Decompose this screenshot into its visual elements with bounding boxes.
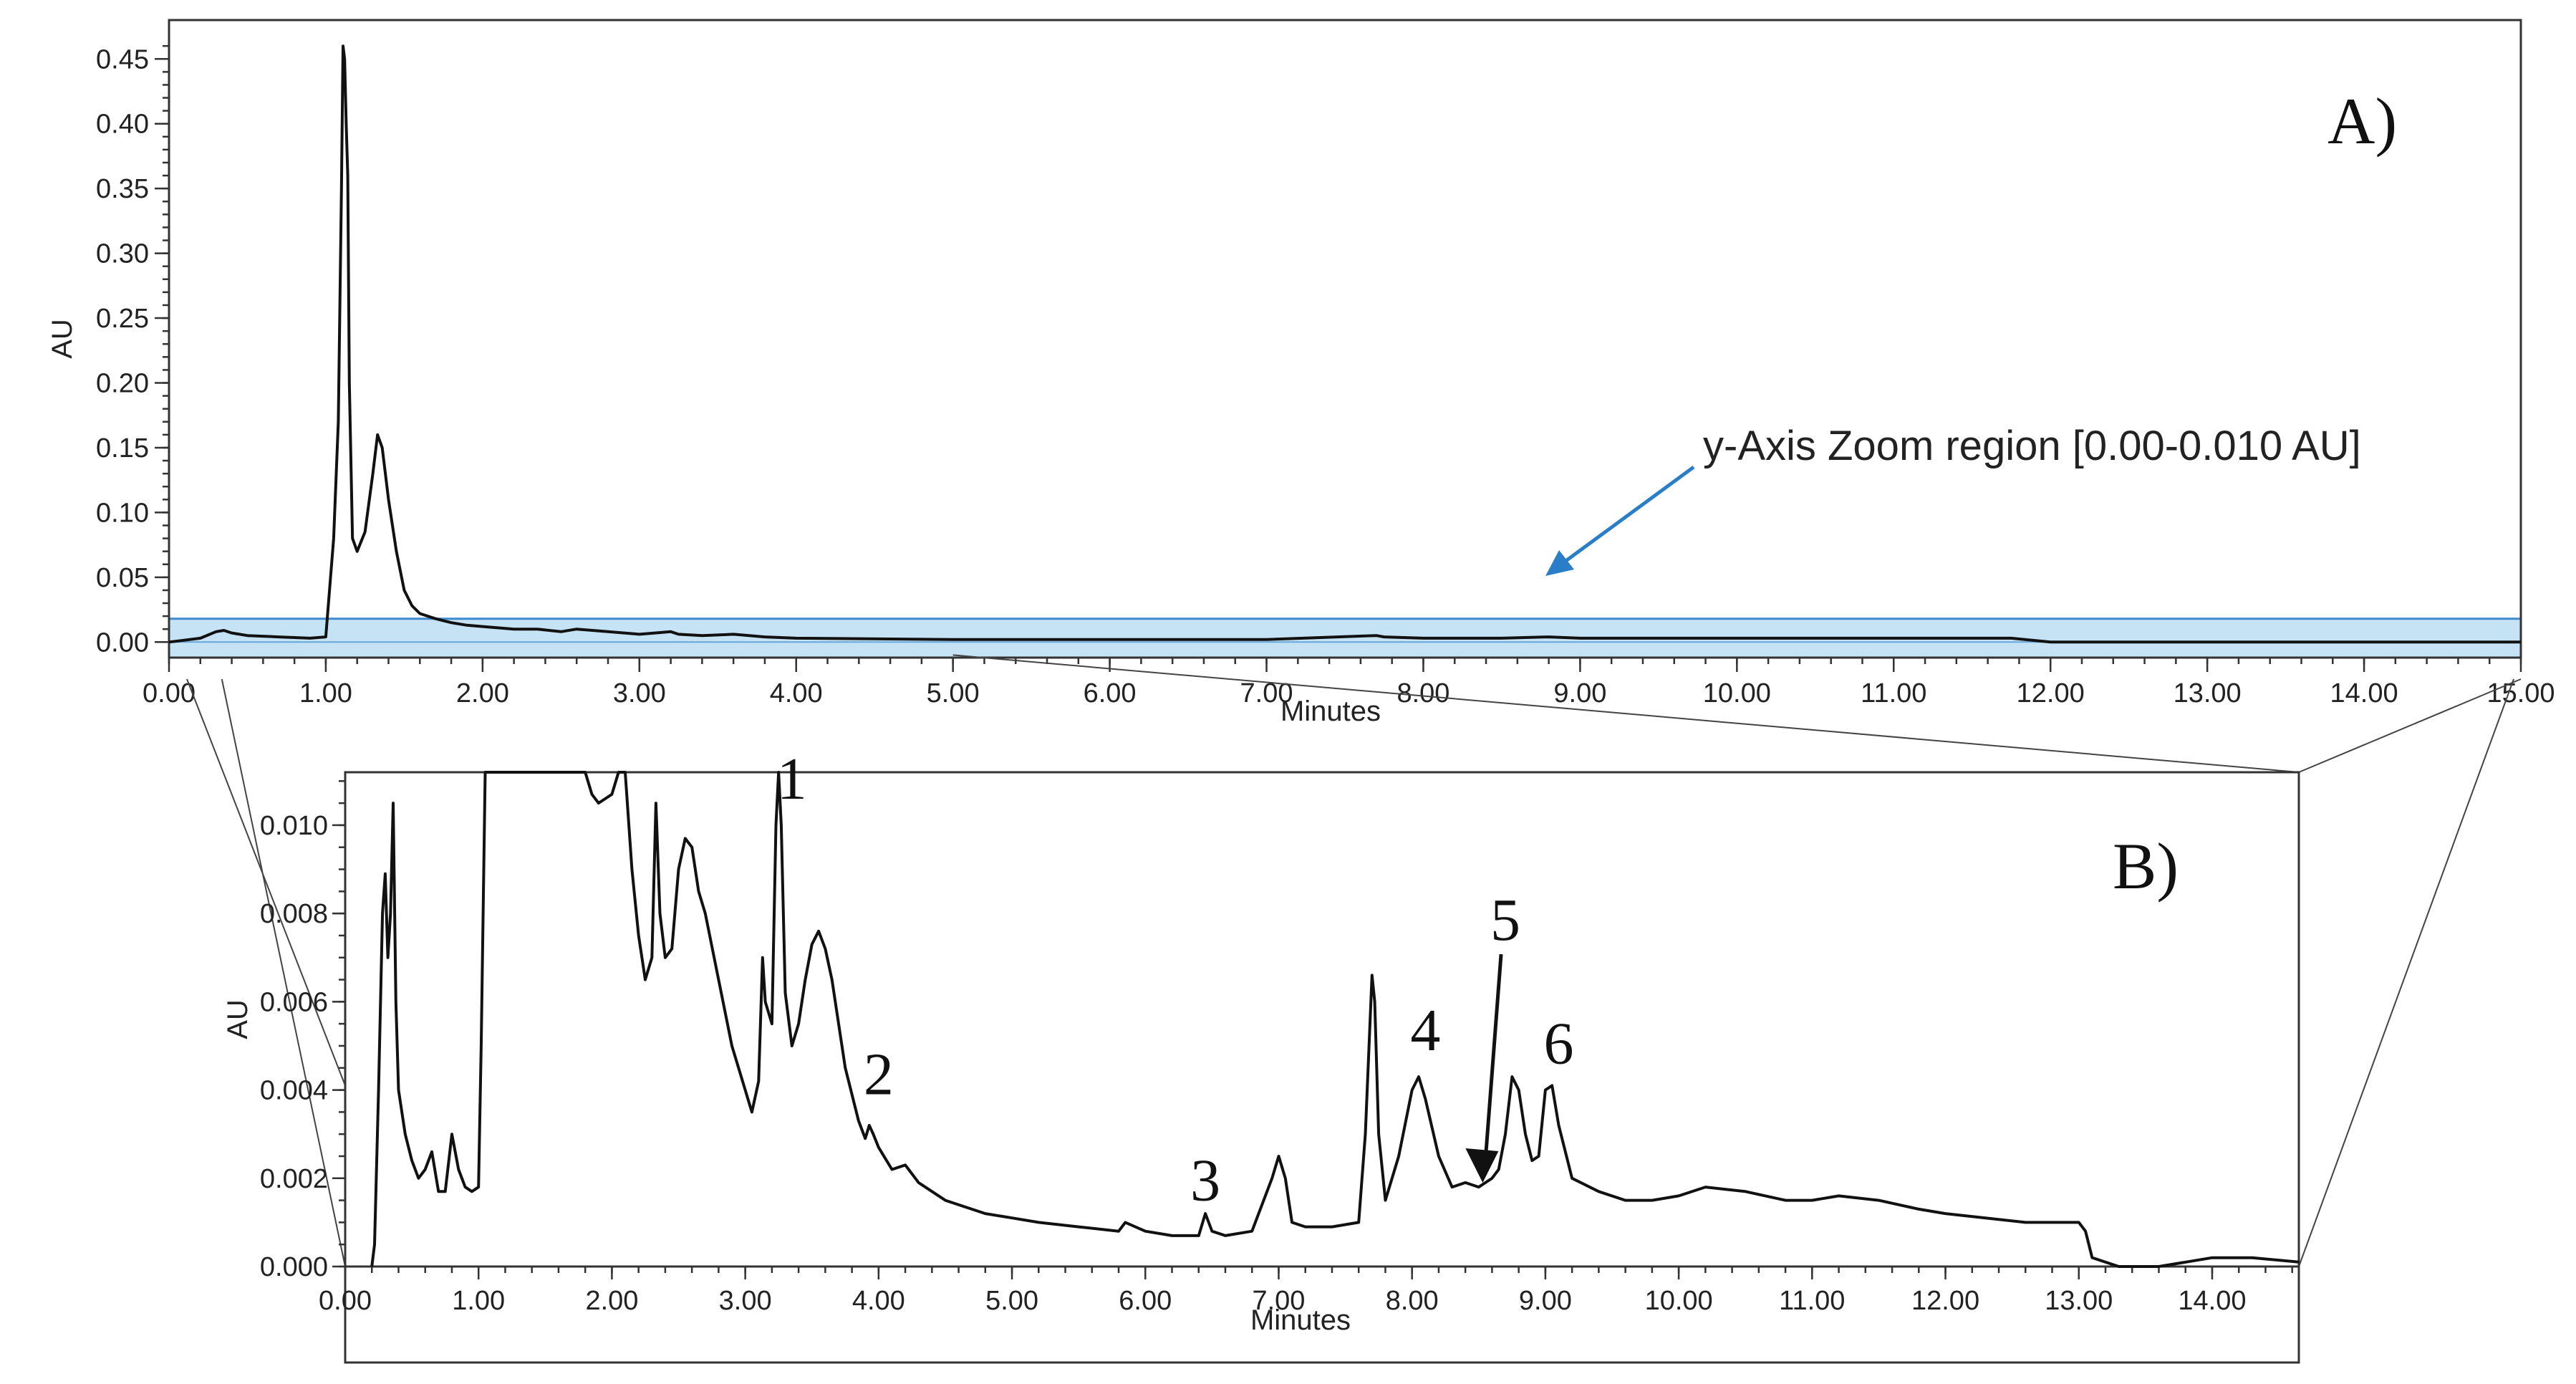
zoom-annotation-arrow <box>1563 465 1695 564</box>
zoom-connector-line <box>2298 678 2514 1267</box>
panel-b-y-tick-label: 0.000 <box>260 1252 328 1282</box>
panel-b-x-tick-label: 10.00 <box>1645 1286 1713 1316</box>
panel-a-x-axis-title: Minutes <box>1280 696 1381 727</box>
panel-b-x-tick-label: 6.00 <box>1119 1286 1172 1316</box>
peak-5-arrowhead <box>1465 1148 1499 1183</box>
panel-b-y-tick-label: 0.006 <box>260 987 328 1017</box>
panel-b-x-tick-label: 14.00 <box>2178 1286 2246 1316</box>
panel-b-x-tick-label: 7.00 <box>1252 1286 1305 1316</box>
panel-a-y-tick-label: 0.00 <box>96 628 149 658</box>
peak-label-1: 1 <box>777 746 807 812</box>
zoom-annotation-text: y-Axis Zoom region [0.00-0.010 AU] <box>1703 423 2361 469</box>
peak-5-arrow <box>1483 953 1503 1161</box>
panel-a-x-tick-label: 9.00 <box>1553 678 1606 708</box>
panel-a-x-tick-label: 13.00 <box>2174 678 2242 708</box>
panel-a-axes: 0.00 1.00 2.00 3.00 4.00 5.00 6.00 7.00 8.00 9.00… <box>96 44 2555 708</box>
panel-b-x-tick-label: 3.00 <box>719 1286 772 1316</box>
panel-a-y-tick-label: 0.20 <box>96 369 149 399</box>
panel-b-y-tick-label: 0.004 <box>260 1076 328 1106</box>
panel-a-x-tick-label: 3.00 <box>613 678 666 708</box>
zoom-connector-line <box>221 678 346 1267</box>
panel-b-x-tick-label: 9.00 <box>1519 1286 1572 1316</box>
panel-a-x-tick-label: 0.00 <box>143 678 196 708</box>
panel-a-x-tick-label: 12.00 <box>2017 678 2085 708</box>
panel-a-y-tick-label: 0.40 <box>96 110 149 140</box>
panel-a-x-tick-label: 11.00 <box>1861 678 1926 708</box>
panel-b-x-tick-label: 8.00 <box>1386 1286 1439 1316</box>
peak-label-5: 5 <box>1490 887 1520 953</box>
panel-b-x-tick-label: 0.00 <box>319 1286 372 1316</box>
zoom-connector-line <box>2298 678 2522 773</box>
panel-a-x-tick-label: 14.00 <box>2330 678 2398 708</box>
panel-b-y-tick-label: 0.010 <box>260 811 328 841</box>
panel-a-y-tick-label: 0.45 <box>96 44 149 75</box>
panel-b-x-tick-label: 2.00 <box>585 1286 638 1316</box>
panel-b-frame <box>344 771 2300 1364</box>
panel-b-x-tick-label: 5.00 <box>985 1286 1038 1316</box>
peak-label-6: 6 <box>1544 1011 1574 1077</box>
panel-a-y-axis-title: AU <box>47 319 78 359</box>
panel-b-x-axis-title: Minutes <box>1250 1304 1351 1336</box>
zoom-connector-line <box>186 678 346 1086</box>
panel-a-x-tick-label: 10.00 <box>1703 678 1771 708</box>
panel-a-y-tick-label: 0.35 <box>96 174 149 204</box>
peak-label-4: 4 <box>1410 997 1440 1064</box>
panel-a-y-tick-label: 0.15 <box>96 433 149 463</box>
panel-a-x-tick-label: 6.00 <box>1084 678 1137 708</box>
panel-a-x-tick-label: 5.00 <box>927 678 980 708</box>
panel-b-x-tick-label: 4.00 <box>852 1286 905 1316</box>
panel-b-trace <box>370 771 2300 1268</box>
panel-a-y-tick-label: 0.10 <box>96 498 149 528</box>
panel-a-chart: 0.00 1.00 2.00 3.00 4.00 5.00 6.00 7.00 8.00 9.00… <box>47 19 2555 727</box>
peak-labels: 1 2 3 456 <box>777 746 1574 1214</box>
panel-b-y-tick-label: 0.002 <box>260 1164 328 1194</box>
panel-a-label: A) <box>2327 85 2397 158</box>
zoom-connector-line <box>952 654 2300 773</box>
panel-a-x-tick-label: 15.00 <box>2486 678 2555 708</box>
panel-b-x-tick-label: 11.00 <box>1779 1286 1845 1316</box>
panel-a-x-tick-label: 2.00 <box>456 678 509 708</box>
panel-a-trace <box>168 44 2521 644</box>
zoom-connector-lines <box>186 654 2522 1267</box>
zoom-annotation-arrowhead <box>1545 550 1574 576</box>
panel-a-y-tick-label: 0.05 <box>96 563 149 593</box>
panel-b-x-tick-label: 12.00 <box>1911 1286 1979 1316</box>
panel-a-y-tick-label: 0.30 <box>96 239 149 269</box>
panel-b-x-tick-label: 13.00 <box>2045 1286 2113 1316</box>
panel-b-axes: 0.00 1.00 2.00 3.00 4.00 5.00 6.00 7.00 8.00 9.00… <box>260 780 2299 1316</box>
zoom-region-band <box>168 617 2522 659</box>
panel-b-x-tick-label: 1.00 <box>452 1286 505 1316</box>
panel-a-x-tick-label: 8.00 <box>1396 678 1449 708</box>
peak-label-3: 3 <box>1190 1148 1220 1214</box>
panel-b-label: B) <box>2113 830 2179 903</box>
peak-label-2: 2 <box>864 1042 894 1108</box>
panel-b-y-tick-label: 0.008 <box>260 899 328 929</box>
panel-a-x-tick-label: 4.00 <box>770 678 823 708</box>
panel-b-y-axis-title: AU <box>222 999 254 1039</box>
panel-b-chart: 0.00 1.00 2.00 3.00 4.00 5.00 6.00 7.00 8.00 9.00… <box>222 746 2300 1364</box>
panel-a-frame <box>168 19 2522 659</box>
panel-a-y-tick-label: 0.25 <box>96 304 149 334</box>
panel-a-x-tick-label: 1.00 <box>299 678 352 708</box>
